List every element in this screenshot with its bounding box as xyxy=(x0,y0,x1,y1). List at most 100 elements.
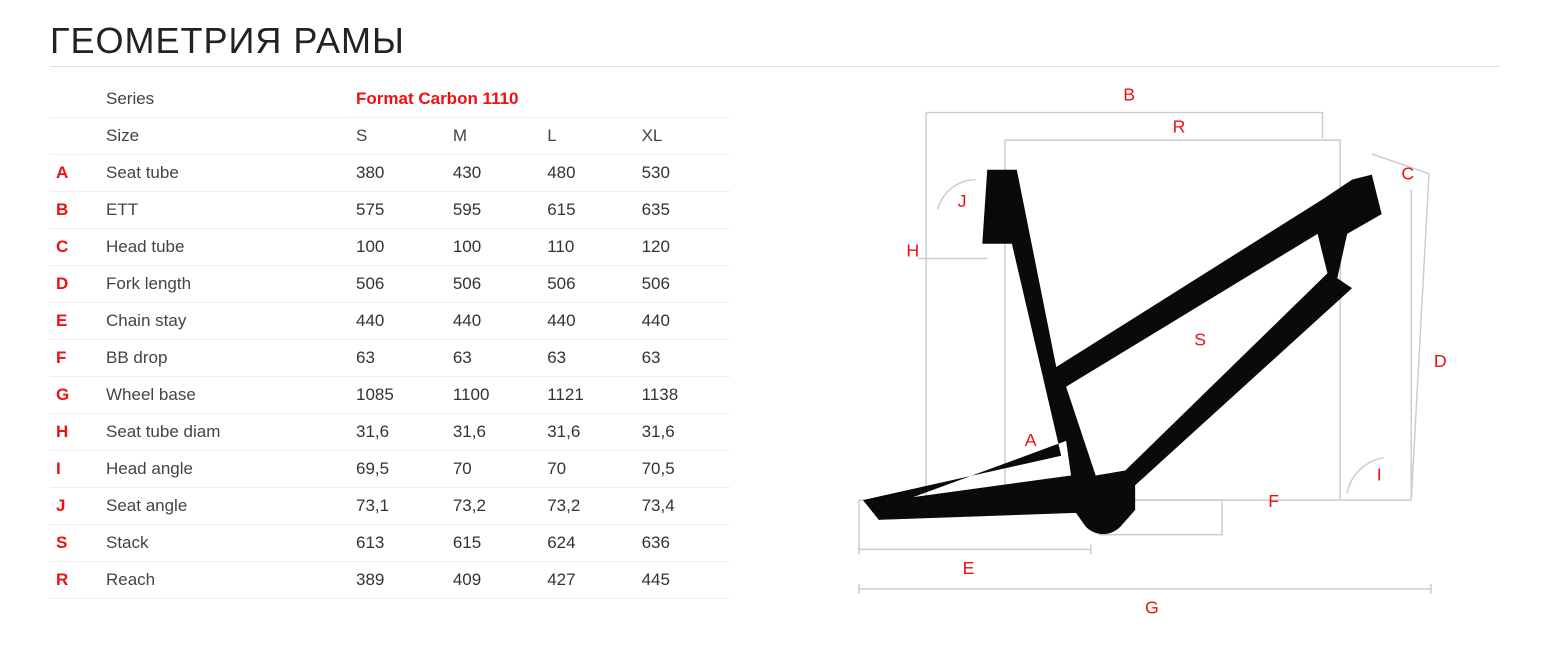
divider xyxy=(50,66,1500,67)
row-value: 530 xyxy=(636,155,730,192)
row-value: 506 xyxy=(447,266,541,303)
row-value: 31,6 xyxy=(636,414,730,451)
row-key: B xyxy=(50,192,100,229)
row-value: 1121 xyxy=(541,377,635,414)
geometry-table: SeriesFormat Carbon 1110SizeSMLXLASeat t… xyxy=(50,81,730,599)
table-row: CHead tube100100110120 xyxy=(50,229,730,266)
row-name: Fork length xyxy=(100,266,350,303)
bike-frame-silhouette xyxy=(863,170,1382,534)
row-value: 440 xyxy=(541,303,635,340)
table-row: SStack613615624636 xyxy=(50,525,730,562)
row-value: 595 xyxy=(447,192,541,229)
guide-line xyxy=(859,544,1091,554)
table-row: RReach389409427445 xyxy=(50,562,730,599)
row-value: 73,2 xyxy=(447,488,541,525)
row-value: 63 xyxy=(541,340,635,377)
size-header: XL xyxy=(636,118,730,155)
series-value: Format Carbon 1110 xyxy=(350,81,730,118)
row-key: R xyxy=(50,562,100,599)
row-key: J xyxy=(50,488,100,525)
row-value: 430 xyxy=(447,155,541,192)
angle-arc xyxy=(938,180,975,210)
row-name: Head tube xyxy=(100,229,350,266)
size-header: M xyxy=(447,118,541,155)
guide-line xyxy=(1372,154,1429,174)
size-key xyxy=(50,118,100,155)
size-header: L xyxy=(541,118,635,155)
row-value: 636 xyxy=(636,525,730,562)
row-value: 635 xyxy=(636,192,730,229)
row-key: C xyxy=(50,229,100,266)
row-value: 31,6 xyxy=(350,414,447,451)
row-value: 70 xyxy=(447,451,541,488)
row-value: 1100 xyxy=(447,377,541,414)
dimension-label-r: R xyxy=(1173,116,1186,136)
size-header: S xyxy=(350,118,447,155)
row-value: 63 xyxy=(447,340,541,377)
guide-line xyxy=(859,584,1431,594)
row-name: Wheel base xyxy=(100,377,350,414)
row-value: 69,5 xyxy=(350,451,447,488)
row-key: I xyxy=(50,451,100,488)
row-name: Head angle xyxy=(100,451,350,488)
dimension-label-b: B xyxy=(1123,85,1135,105)
row-name: Stack xyxy=(100,525,350,562)
table-row: FBB drop63636363 xyxy=(50,340,730,377)
table-row: ASeat tube380430480530 xyxy=(50,155,730,192)
row-value: 70,5 xyxy=(636,451,730,488)
table-row: JSeat angle73,173,273,273,4 xyxy=(50,488,730,525)
dimension-label-h: H xyxy=(906,241,919,261)
frame-diagram: BRCJHSDAIFEG xyxy=(790,81,1500,633)
size-label: Size xyxy=(100,118,350,155)
row-key: A xyxy=(50,155,100,192)
row-value: 380 xyxy=(350,155,447,192)
series-label: Series xyxy=(100,81,350,118)
row-name: Seat angle xyxy=(100,488,350,525)
table-row: IHead angle69,5707070,5 xyxy=(50,451,730,488)
row-value: 445 xyxy=(636,562,730,599)
table-row: BETT575595615635 xyxy=(50,192,730,229)
row-value: 506 xyxy=(636,266,730,303)
row-value: 440 xyxy=(636,303,730,340)
geometry-table-container: SeriesFormat Carbon 1110SizeSMLXLASeat t… xyxy=(50,81,730,638)
row-value: 31,6 xyxy=(447,414,541,451)
row-value: 63 xyxy=(350,340,447,377)
dimension-label-c: C xyxy=(1401,164,1414,184)
series-key xyxy=(50,81,100,118)
row-value: 73,2 xyxy=(541,488,635,525)
dimension-label-f: F xyxy=(1268,491,1279,511)
row-value: 480 xyxy=(541,155,635,192)
row-key: D xyxy=(50,266,100,303)
row-value: 613 xyxy=(350,525,447,562)
dimension-label-j: J xyxy=(958,191,967,211)
guide-line xyxy=(926,113,1322,139)
row-key: S xyxy=(50,525,100,562)
table-row: DFork length506506506506 xyxy=(50,266,730,303)
guide-line xyxy=(1005,140,1340,166)
page-title: ГЕОМЕТРИЯ РАМЫ xyxy=(50,20,1500,62)
row-value: 31,6 xyxy=(541,414,635,451)
row-key: E xyxy=(50,303,100,340)
row-value: 615 xyxy=(541,192,635,229)
row-value: 120 xyxy=(636,229,730,266)
row-value: 73,4 xyxy=(636,488,730,525)
row-value: 389 xyxy=(350,562,447,599)
row-key: H xyxy=(50,414,100,451)
row-key: F xyxy=(50,340,100,377)
row-value: 100 xyxy=(350,229,447,266)
dimension-label-s: S xyxy=(1194,329,1206,349)
row-name: ETT xyxy=(100,192,350,229)
row-value: 624 xyxy=(541,525,635,562)
dimension-label-a: A xyxy=(1025,430,1037,450)
dimension-label-e: E xyxy=(963,558,975,578)
row-value: 440 xyxy=(447,303,541,340)
table-row: EChain stay440440440440 xyxy=(50,303,730,340)
row-value: 427 xyxy=(541,562,635,599)
table-row: GWheel base1085110011211138 xyxy=(50,377,730,414)
row-value: 1138 xyxy=(636,377,730,414)
row-value: 506 xyxy=(541,266,635,303)
row-value: 615 xyxy=(447,525,541,562)
row-value: 409 xyxy=(447,562,541,599)
row-name: BB drop xyxy=(100,340,350,377)
table-row: HSeat tube diam31,631,631,631,6 xyxy=(50,414,730,451)
